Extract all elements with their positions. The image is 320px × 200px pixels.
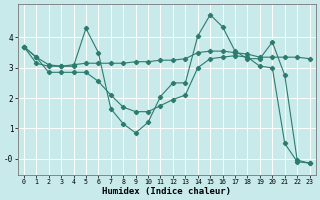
- X-axis label: Humidex (Indice chaleur): Humidex (Indice chaleur): [102, 187, 231, 196]
